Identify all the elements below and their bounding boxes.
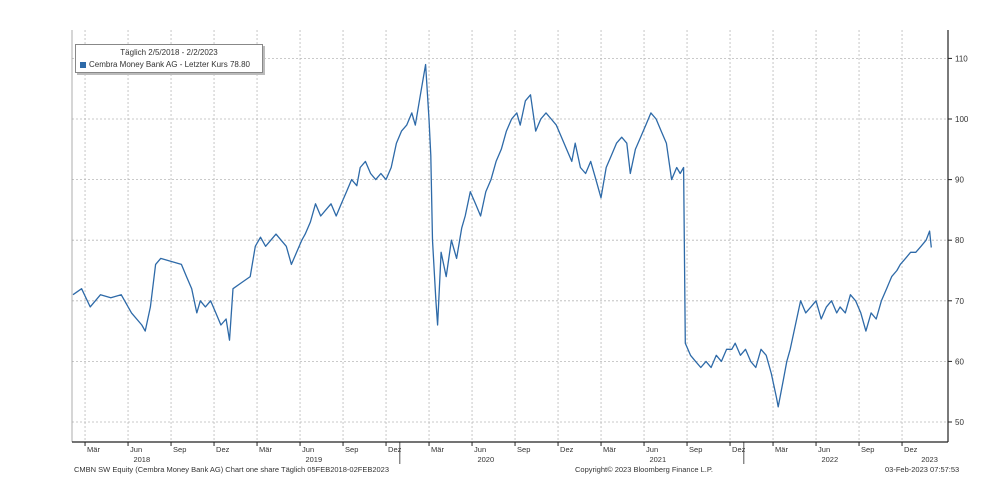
grid-lines [72, 30, 948, 442]
axes [71, 30, 952, 464]
y-tick-label: 90 [955, 176, 964, 185]
footer-security-info: CMBN SW Equity (Cembra Money Bank AG) Ch… [74, 465, 390, 474]
legend-header: Täglich 2/5/2018 - 2/2/2023 [120, 48, 218, 57]
x-tick-label: Dez [216, 445, 230, 454]
footer-copyright: Copyright© 2023 Bloomberg Finance L.P. [575, 465, 713, 474]
year-label: 2022 [821, 455, 838, 464]
x-tick-label: Sep [517, 445, 530, 454]
y-tick-label: 60 [955, 357, 964, 366]
year-label: 2023 [921, 455, 938, 464]
y-tick-label: 80 [955, 236, 964, 245]
year-label: 2020 [477, 455, 494, 464]
year-label: 2018 [133, 455, 150, 464]
price-line-series [72, 63, 932, 408]
x-tick-label: Jun [302, 445, 314, 454]
x-tick-label: Jun [818, 445, 830, 454]
x-tick-label: Mär [775, 445, 788, 454]
legend-swatch [80, 62, 86, 68]
tick-labels: 50 60 70 80 90 100 110 Mär Jun Sep Dez Mär Jun Sep Dez… [87, 54, 969, 464]
x-tick-label: Dez [560, 445, 574, 454]
x-tick-label: Dez [388, 445, 402, 454]
chart-legend: Täglich 2/5/2018 - 2/2/2023 Cembra Money… [75, 44, 263, 73]
legend-entry-label: Cembra Money Bank AG - Letzter Kurs 78.8… [89, 60, 250, 69]
y-tick-label: 100 [955, 115, 969, 124]
year-label: 2021 [649, 455, 666, 464]
x-tick-label: Sep [345, 445, 358, 454]
x-tick-label: Dez [904, 445, 918, 454]
x-tick-label: Dez [732, 445, 746, 454]
x-tick-label: Jun [474, 445, 486, 454]
year-label: 2019 [305, 455, 322, 464]
x-tick-label: Mär [87, 445, 100, 454]
legend-entry: Cembra Money Bank AG - Letzter Kurs 78.8… [76, 59, 262, 71]
y-tick-label: 50 [955, 418, 964, 427]
footer-timestamp: 03-Feb-2023 07:57:53 [885, 465, 960, 474]
y-tick-label: 70 [955, 297, 964, 306]
x-tick-label: Mär [431, 445, 444, 454]
y-tick-label: 110 [955, 54, 968, 63]
x-tick-label: Sep [173, 445, 186, 454]
x-tick-label: Sep [861, 445, 874, 454]
x-tick-label: Jun [130, 445, 142, 454]
x-tick-label: Mär [603, 445, 616, 454]
x-tick-label: Jun [646, 445, 658, 454]
x-tick-label: Sep [689, 445, 702, 454]
x-tick-label: Mär [259, 445, 272, 454]
series-layer [72, 63, 932, 408]
